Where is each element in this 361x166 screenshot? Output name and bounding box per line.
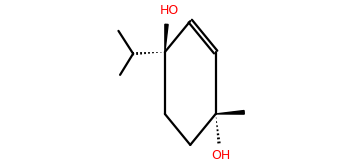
- Text: HO: HO: [160, 4, 179, 17]
- Polygon shape: [216, 111, 244, 114]
- Text: OH: OH: [211, 149, 230, 162]
- Polygon shape: [165, 24, 168, 52]
